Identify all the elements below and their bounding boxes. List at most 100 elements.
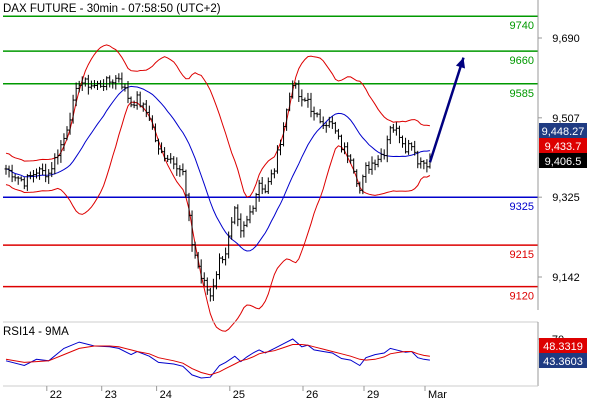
price-bar: [31, 169, 35, 183]
price-bar: [407, 139, 411, 155]
price-bar: [254, 192, 258, 212]
price-bar: [13, 173, 17, 182]
price-bar: [370, 156, 374, 175]
price-bar: [279, 139, 282, 156]
price-bar: [132, 100, 136, 109]
badge-bg: [539, 153, 587, 168]
badge-text: 48.3319: [543, 341, 583, 353]
price-bar: [413, 140, 417, 156]
price-bar: [199, 259, 203, 284]
price-bar: [388, 125, 392, 145]
price-bar: [309, 92, 313, 118]
price-bar: [181, 163, 185, 176]
badge-bg: [539, 123, 587, 138]
rsi-value-badges: 48.3319 43.3603: [539, 338, 587, 368]
price-bar: [172, 156, 176, 170]
price-bar: [62, 133, 66, 152]
price-bar: [7, 165, 11, 178]
price-tick-label: 9,325: [552, 192, 580, 204]
price-bar: [50, 162, 54, 178]
last-value-badges: 9,448.27 9,433.7 9,406.5: [539, 123, 587, 168]
last-value-badge: 9,433.7: [539, 138, 587, 153]
price-bar: [410, 142, 414, 151]
moving-average: [5, 85, 430, 252]
price-bar: [102, 79, 106, 91]
price-bar: [248, 205, 252, 224]
badge-text: 9,448.27: [542, 126, 585, 138]
arrow-shaft: [428, 57, 465, 163]
ma-line: [5, 85, 430, 252]
level-label-9325: 9325: [510, 201, 534, 213]
price-bar: [178, 165, 182, 177]
price-bar: [300, 89, 304, 107]
badge-bg: [539, 353, 587, 368]
price-bar: [224, 247, 228, 266]
price-bar: [144, 100, 148, 118]
price-bar: [74, 82, 78, 107]
time-tick-label: Mar: [428, 389, 447, 400]
price-bar: [282, 122, 286, 147]
price-bar: [56, 149, 60, 165]
rsi-series-9ma: [5, 344, 430, 376]
price-bars: [4, 72, 432, 302]
price-bar: [10, 164, 14, 183]
time-tick-label: 29: [367, 389, 379, 400]
price-bar: [343, 142, 347, 155]
price-bar: [306, 92, 310, 108]
price-bar: [239, 213, 243, 238]
level-label-9740: 9740: [510, 20, 534, 32]
rsi-series-rsi14: [5, 338, 430, 379]
price-bar: [96, 80, 99, 91]
price-bar: [297, 80, 301, 102]
price-bar: [83, 77, 87, 87]
price-bar: [333, 121, 337, 134]
price-bar: [120, 72, 124, 90]
price-bar: [153, 123, 157, 143]
price-bar: [251, 205, 255, 215]
price-bar: [218, 253, 221, 280]
level-label-9585: 9585: [510, 88, 534, 100]
price-bar: [303, 97, 307, 102]
price-bar: [65, 126, 69, 141]
time-axis: 22 23 24 25 26 29 Mar: [3, 385, 538, 400]
price-bar: [190, 210, 194, 252]
bollinger-bands: [5, 44, 431, 332]
price-bar: [416, 150, 420, 169]
price-bar: [327, 116, 331, 128]
price-tick-label: 9,690: [552, 33, 580, 45]
price-bar: [163, 147, 167, 162]
rsi-value-badge: 43.3603: [539, 353, 587, 368]
price-tick-label: 9,507: [552, 113, 580, 125]
price-bar: [355, 169, 359, 187]
price-bar: [242, 221, 246, 238]
price-bar: [211, 278, 215, 301]
price-bar: [419, 157, 423, 169]
price-bar: [126, 80, 130, 104]
price-tick-label: 9,142: [552, 272, 580, 284]
price-bar: [25, 174, 29, 191]
price-bar: [44, 163, 48, 183]
price-bar: [19, 176, 23, 182]
badge-text: 9,433.7: [545, 141, 582, 153]
price-bar: [367, 161, 371, 174]
price-bar: [89, 80, 93, 90]
price-bar: [376, 155, 380, 168]
price-bar: [80, 76, 84, 91]
price-bar: [123, 83, 127, 92]
price-bar: [291, 80, 295, 99]
price-bar: [294, 82, 298, 89]
price-bar: [385, 135, 389, 163]
rsi-value-badge: 48.3319: [539, 338, 587, 353]
price-bar: [391, 123, 395, 133]
price-bar: [141, 102, 145, 112]
price-bar: [288, 92, 292, 112]
price-bar: [315, 112, 319, 118]
price-bar: [227, 231, 231, 259]
price-bar: [358, 181, 362, 194]
price-bar: [285, 108, 289, 131]
price-bar: [205, 277, 209, 295]
time-tick-label: 22: [50, 389, 62, 400]
price-bar: [352, 158, 356, 174]
time-tick-label: 25: [233, 389, 245, 400]
